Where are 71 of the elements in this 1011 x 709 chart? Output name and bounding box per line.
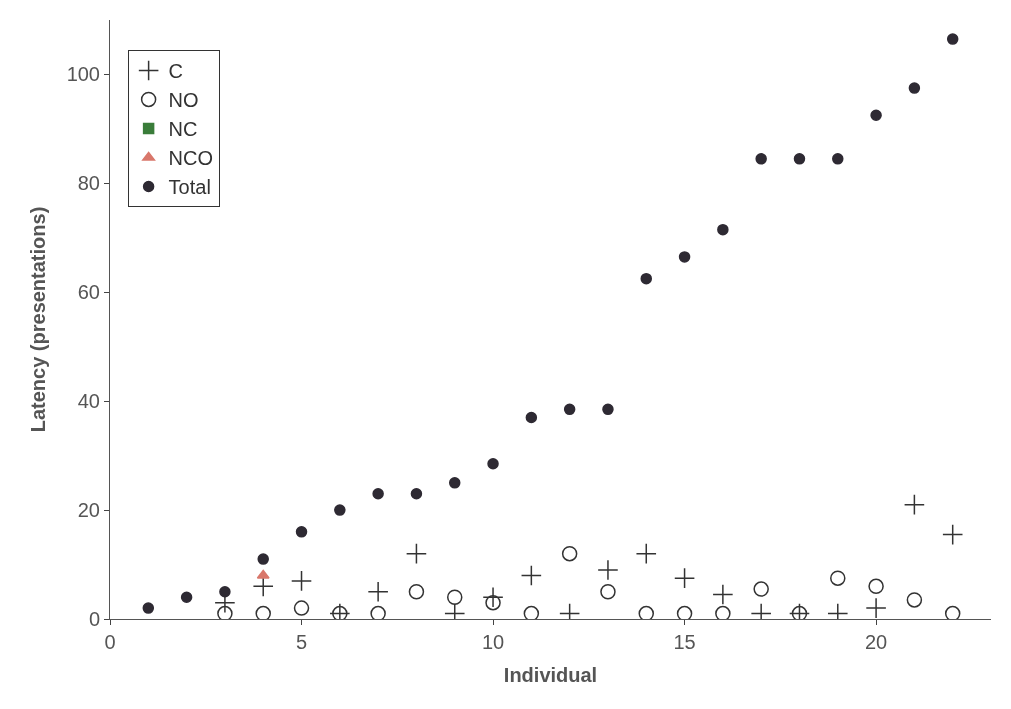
point (334, 504, 346, 516)
point (868, 578, 884, 595)
y-tick-label: 100 (66, 63, 100, 86)
point (793, 153, 806, 165)
point (563, 403, 576, 416)
point (410, 488, 423, 500)
point (865, 597, 887, 619)
point (256, 569, 270, 579)
point (370, 605, 386, 619)
point (405, 543, 427, 565)
point (602, 403, 614, 416)
y-tick-label: 20 (77, 499, 100, 522)
point (942, 524, 964, 546)
point (482, 586, 504, 608)
y-tick-label: 80 (77, 172, 100, 195)
point (561, 545, 578, 562)
point (676, 605, 693, 619)
point (906, 592, 923, 608)
point (293, 600, 310, 616)
point (946, 33, 959, 45)
legend-label: NO (168, 89, 199, 112)
x-axis-title: Individual (503, 663, 598, 686)
point (520, 564, 542, 586)
point (674, 567, 696, 589)
x-tick-label: 0 (104, 631, 116, 653)
point (830, 570, 846, 586)
point (715, 605, 731, 619)
legend-label: C (168, 60, 184, 83)
point (903, 494, 925, 516)
point (944, 605, 961, 619)
x-tick-label: 5 (295, 631, 308, 653)
point (367, 581, 389, 603)
point (448, 477, 461, 489)
legend-label: NC (168, 118, 198, 141)
point (447, 589, 463, 605)
point (290, 570, 313, 592)
point (219, 586, 231, 598)
point (523, 605, 540, 619)
x-tick-label: 10 (481, 631, 505, 653)
legend-label: NCO (168, 147, 214, 170)
point (635, 543, 657, 565)
point (255, 605, 271, 619)
legend-label: Total (168, 176, 211, 199)
point (832, 153, 844, 165)
x-tick-label: 20 (864, 631, 888, 653)
point (755, 153, 767, 165)
point (908, 82, 921, 94)
point (295, 526, 308, 538)
point (408, 584, 425, 600)
y-tick-label: 40 (77, 390, 100, 413)
point (717, 223, 729, 236)
y-tick-label: 60 (77, 281, 100, 304)
point (678, 251, 691, 263)
point (485, 594, 501, 611)
x-tick-label: 15 (673, 631, 696, 653)
point (600, 584, 616, 600)
point (640, 272, 653, 285)
point (487, 458, 499, 470)
y-axis-title: Latency (presentations) (27, 206, 50, 433)
point (870, 109, 882, 122)
point (217, 605, 233, 619)
y-tick-label: 0 (88, 608, 100, 630)
point (372, 488, 384, 500)
point (638, 605, 655, 619)
point (712, 583, 734, 606)
point (525, 411, 538, 424)
point (597, 559, 619, 581)
point (142, 602, 155, 614)
point (180, 591, 193, 603)
point (257, 553, 269, 565)
point (753, 581, 769, 597)
